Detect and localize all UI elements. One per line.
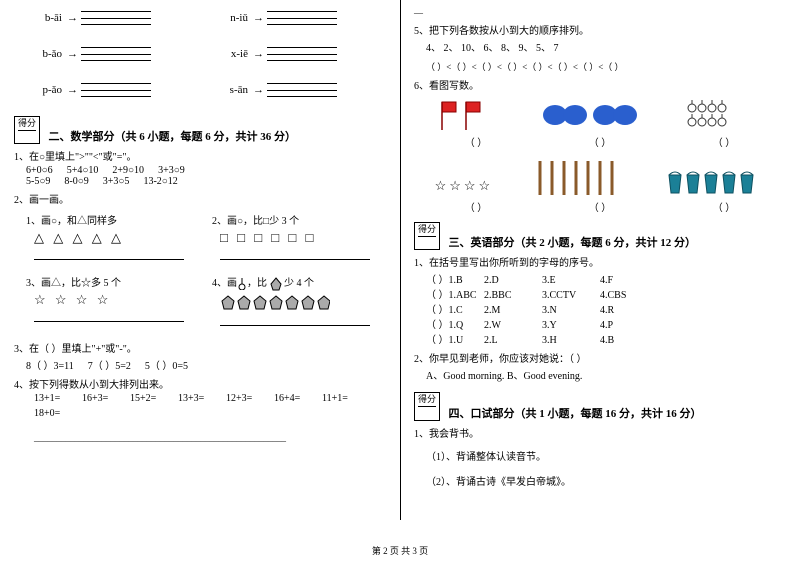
pinyin-block: b-āi → n-iǔ → b-ǎo → x-iē → — [14, 8, 386, 100]
paren: （ ） — [713, 134, 736, 149]
triangles: △ △ △ △ △ — [34, 230, 200, 246]
arrow-icon: → — [67, 48, 78, 60]
q2-4: 4、按下列得数从小到大排列出来。 — [14, 376, 386, 391]
paren: （ ） — [713, 199, 736, 214]
right-column: — 5、把下列各数按从小到大的顺序排列。 4、 2、 10、 6、 8、 9、 … — [400, 0, 800, 540]
q2-1-items-row1: 6+0○65+4○102+9○103+3○9 — [26, 165, 386, 176]
arrow-icon: → — [253, 48, 264, 60]
pinyin-niu: n-iǔ — [200, 12, 250, 24]
paren: （ ） — [589, 134, 612, 149]
paren: （ ） — [465, 199, 488, 214]
q4-1: 1、我会背书。 — [414, 425, 786, 440]
q2-5-blanks: （ ）<（ ）<（ ）<（ ）<（ ）<（ ）<（ ）<（ ） — [426, 60, 786, 73]
pinyin-san: s-ān — [200, 84, 250, 96]
eng-row: （ ）1.U2.L3.H4.B — [426, 331, 786, 346]
eng-row: （ ）1.Q2.W3.Y4.P — [426, 316, 786, 331]
flags-icon — [436, 98, 496, 132]
dash: — — [414, 8, 786, 18]
column-divider — [400, 0, 401, 520]
answer-line — [34, 249, 184, 260]
q2-2a: 1、画○，和△同样多 — [26, 212, 200, 227]
q4-1b: （2）、背诵古诗《早发白帝城》。 — [426, 473, 786, 488]
q2-2d: 4、画，比 少 4 个 — [212, 274, 386, 291]
eng-row: （ ）1.ABC2.BBC3.CCTV4.CBS — [426, 286, 786, 301]
q2-2c: 3、画△，比☆多 5 个 — [26, 274, 200, 289]
image-row-2: ☆☆☆☆ — [414, 157, 786, 197]
eng-row: （ ）1.C2.M3.N4.R — [426, 301, 786, 316]
q2-3: 3、在（ ）里填上"+"或"-"。 — [14, 340, 386, 355]
stars-4: ☆☆☆☆ — [435, 178, 494, 194]
q3-2: 2、你早见到老师，你应该对她说：（ ） — [414, 350, 786, 365]
q2-2: 2、画一画。 — [14, 191, 386, 206]
squares: □ □ □ □ □ □ — [220, 230, 386, 246]
q3-2-opts: A、Good morning. B、Good evening. — [426, 367, 786, 382]
arrow-icon: → — [253, 84, 264, 96]
eng-row: （ ）1.B2.D3.E4.F — [426, 271, 786, 286]
left-column: b-āi → n-iǔ → b-ǎo → x-iē → — [0, 0, 400, 540]
score-box: 得分 — [414, 222, 440, 250]
arrow-icon: → — [67, 12, 78, 24]
answer-line — [34, 311, 184, 322]
write-lines — [81, 44, 151, 64]
write-lines — [81, 80, 151, 100]
paren: （ ） — [589, 199, 612, 214]
page-footer: 第 2 页 共 3 页 — [0, 540, 800, 561]
score-box: 得分 — [414, 392, 440, 420]
butterflies-icon — [540, 98, 640, 132]
q2-5-nums: 4、 2、 10、 6、 8、 9、 5、 7 — [426, 39, 786, 54]
q2-1-items-row2: 5-5○98-0○93+3○513-2○12 — [26, 176, 386, 187]
section-3-title: 三、英语部分（共 2 小题，每题 6 分，共计 12 分） — [449, 237, 697, 249]
pinyin-bao: b-ǎo — [14, 48, 64, 60]
q2-6: 6、看图写数。 — [414, 77, 786, 92]
arrow-icon: → — [253, 12, 264, 24]
q2-4-items: 13+1=16+3=15+2=13+3=12+3=16+4=11+1=18+0= — [34, 393, 386, 423]
q2-2b: 2、画○，比□少 3 个 — [212, 212, 386, 227]
stars: ☆ ☆ ☆ ☆ — [34, 292, 200, 308]
write-lines — [267, 8, 337, 28]
pinyin-bai: b-āi — [14, 12, 64, 24]
score-box: 得分 — [14, 116, 40, 144]
q2-3-items: 8（ ）3=117（ ）5=25（ ）0=5 — [26, 357, 386, 372]
pentagons — [220, 294, 386, 312]
arrow-icon: → — [67, 84, 78, 96]
write-lines — [267, 80, 337, 100]
section-2-title: 二、数学部分（共 6 小题，每题 6 分，共计 36 分） — [49, 131, 297, 143]
pencils-icon — [534, 157, 624, 197]
q2-1: 1、在○里填上">""<"或"="。 — [14, 148, 386, 163]
section-4-title: 四、口试部分（共 1 小题，每题 16 分，共计 16 分） — [449, 408, 702, 420]
write-lines — [81, 8, 151, 28]
pinyin-pao: p-ǎo — [14, 84, 64, 96]
pinyin-xie: x-iē — [200, 48, 250, 60]
cherries-icon — [684, 98, 764, 132]
answer-line — [220, 249, 370, 260]
q4-1a: （1）、背诵整体认读音节。 — [426, 448, 786, 463]
q2-5: 5、把下列各数按从小到大的顺序排列。 — [414, 22, 786, 37]
q3-1: 1、在括号里写出你所听到的字母的序号。 — [414, 254, 786, 269]
write-lines — [267, 44, 337, 64]
sort-line: ________________________________________… — [34, 433, 386, 443]
paren: （ ） — [465, 134, 488, 149]
buckets-icon — [665, 167, 765, 197]
image-row-1 — [414, 98, 786, 132]
answer-line — [220, 315, 370, 326]
